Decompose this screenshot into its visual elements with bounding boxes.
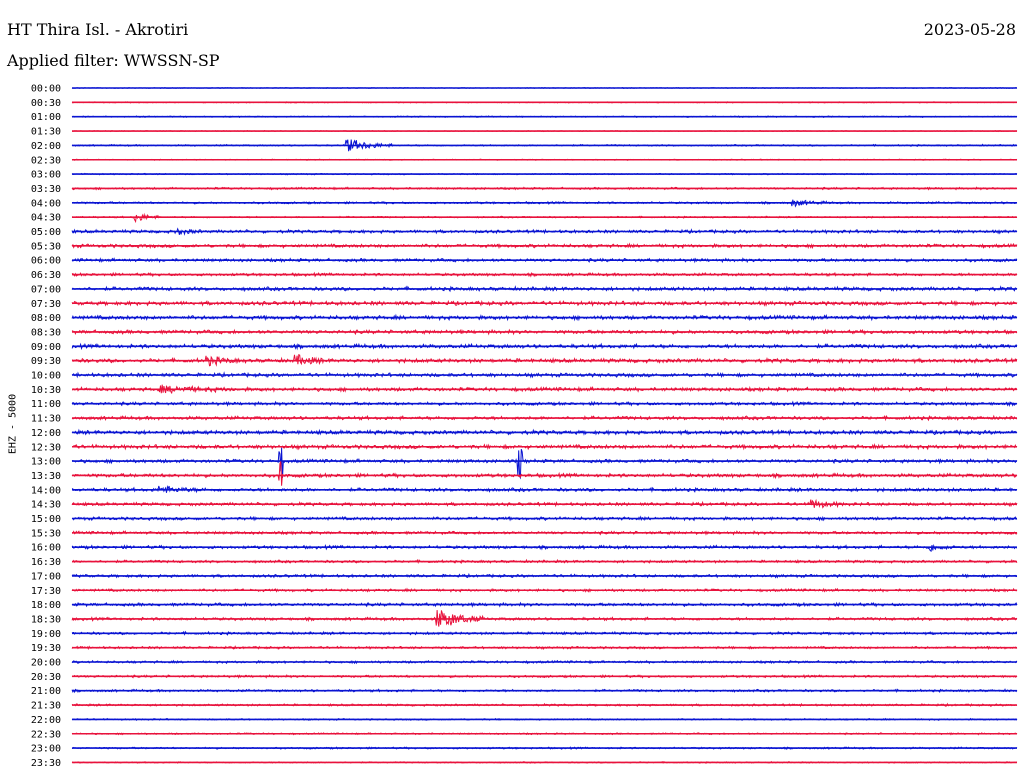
row-time-label: 22:00 (31, 715, 61, 726)
row-time-label: 04:30 (31, 213, 61, 224)
station-title: HT Thira Isl. - Akrotiri (7, 20, 189, 39)
row-time-label: 06:00 (31, 256, 61, 267)
row-time-label: 02:30 (31, 155, 61, 166)
row-time-label: 16:00 (31, 543, 61, 554)
row-time-label: 05:00 (31, 227, 61, 238)
seismic-trace (71, 212, 1018, 224)
row-time-label: 11:00 (31, 399, 61, 410)
row-time-label: 16:30 (31, 557, 61, 568)
row-time-label: 14:00 (31, 485, 61, 496)
row-time-label: 09:00 (31, 342, 61, 353)
row-time-label: 15:30 (31, 528, 61, 539)
row-time-label: 20:00 (31, 658, 61, 669)
row-time-label: 12:30 (31, 442, 61, 453)
row-time-label: 22:30 (31, 729, 61, 740)
row-time-label: 04:00 (31, 198, 61, 209)
row-time-label: 12:00 (31, 428, 61, 439)
row-time-label: 07:00 (31, 284, 61, 295)
row-time-label: 10:30 (31, 385, 61, 396)
row-time-label: 01:00 (31, 112, 61, 123)
seismic-trace (71, 447, 1018, 480)
row-time-label: 07:30 (31, 299, 61, 310)
record-date: 2023-05-28 (923, 20, 1016, 39)
row-time-label: 13:30 (31, 471, 61, 482)
row-time-label: 08:30 (31, 327, 61, 338)
row-time-label: 19:30 (31, 643, 61, 654)
row-time-label: 23:00 (31, 744, 61, 755)
row-time-label: 20:30 (31, 672, 61, 683)
seismic-trace (71, 461, 1018, 486)
row-time-label: 13:00 (31, 457, 61, 468)
row-time-label: 01:30 (31, 127, 61, 138)
row-time-label: 15:00 (31, 514, 61, 525)
row-time-label: 00:30 (31, 98, 61, 109)
row-time-label: 17:00 (31, 571, 61, 582)
row-time-label: 14:30 (31, 500, 61, 511)
row-time-label: 17:30 (31, 586, 61, 597)
row-time-label: 18:00 (31, 600, 61, 611)
row-time-label: 06:30 (31, 270, 61, 281)
row-time-label: 21:00 (31, 686, 61, 697)
row-time-label: 09:30 (31, 356, 61, 367)
row-time-label: 03:00 (31, 170, 61, 181)
row-time-label: 02:00 (31, 141, 61, 152)
row-time-label: 18:30 (31, 614, 61, 625)
row-time-label: 05:30 (31, 241, 61, 252)
row-time-label: 00:00 (31, 84, 61, 95)
row-time-label: 03:30 (31, 184, 61, 195)
row-time-label: 19:00 (31, 629, 61, 640)
row-time-label: 23:30 (31, 758, 61, 769)
row-time-label: 11:30 (31, 414, 61, 425)
row-time-label: 10:00 (31, 371, 61, 382)
row-time-label: 08:00 (31, 313, 61, 324)
filter-label: Applied filter: WWSSN-SP (7, 51, 220, 70)
row-time-label: 21:30 (31, 701, 61, 712)
seismic-trace (71, 543, 1018, 553)
